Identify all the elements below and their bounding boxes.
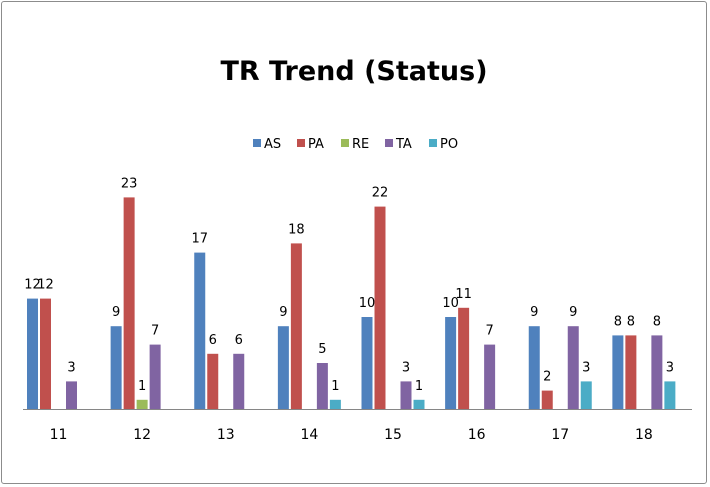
data-label-as-16: 10 (442, 296, 459, 311)
data-label-ta-14: 5 (318, 342, 326, 357)
category-group-15: 10 22 31 (359, 186, 425, 409)
legend-swatch-pa (297, 139, 305, 147)
data-label-ta-13: 6 (235, 333, 243, 348)
x-tick-label-14: 14 (300, 427, 318, 443)
category-group-18: 8 8 83 (612, 314, 676, 409)
bar-ta-16 (484, 344, 496, 409)
x-tick-label-18: 18 (635, 427, 653, 443)
legend-item-as: AS (253, 137, 281, 152)
legend-swatch-po (429, 139, 437, 147)
bar-as-11 (27, 298, 38, 409)
x-axis-ticks: 11 12 13 14 15 16 17 18 (50, 427, 653, 443)
x-tick-label-16: 16 (468, 427, 486, 443)
bar-ta-13 (233, 353, 245, 409)
data-label-ta-15: 3 (402, 360, 410, 375)
bar-pa-12 (123, 197, 135, 409)
bar-ta-15 (400, 381, 412, 409)
category-group-14: 9 18 5 1 (277, 222, 341, 409)
data-label-as-14: 9 (279, 305, 287, 320)
data-label-re-12: 1 (138, 379, 146, 394)
bar-pa-17 (541, 390, 553, 409)
bar-pa-13 (207, 353, 219, 409)
data-label-as-17: 9 (530, 305, 538, 320)
data-label-pa-11: 12 (37, 278, 54, 293)
data-label-as-13: 17 (191, 232, 208, 247)
legend-label-pa: PA (308, 137, 324, 152)
legend-item-re: RE (341, 137, 369, 152)
bar-ta-12 (149, 344, 161, 409)
bar-ta-18 (651, 335, 663, 409)
bar-ta-14 (316, 363, 328, 409)
category-group-17: 9 2 9 3 (528, 305, 592, 409)
x-tick-label-15: 15 (384, 427, 402, 443)
chart-title: TR Trend (Status) (220, 56, 487, 87)
legend-item-po: PO (429, 137, 458, 152)
legend: AS PA RE TA PO (253, 137, 458, 152)
bar-po-15 (413, 399, 425, 409)
legend-swatch-re (341, 139, 349, 147)
data-label-ta-17: 9 (569, 305, 577, 320)
category-group-13: 176 6 (191, 232, 245, 409)
legend-label-as: AS (264, 137, 281, 152)
legend-label-po: PO (440, 137, 458, 152)
x-tick-label-12: 12 (133, 427, 151, 443)
bar-as-15 (361, 317, 373, 409)
data-label-po-14: 1 (331, 379, 339, 394)
bar-pa-11 (40, 298, 51, 409)
data-label-ta-16: 7 (485, 324, 493, 339)
bar-pa-14 (290, 243, 302, 409)
bar-as-17 (528, 326, 540, 409)
x-tick-label-11: 11 (50, 427, 68, 443)
data-label-pa-16: 11 (455, 287, 472, 302)
bar-pa-16 (458, 307, 470, 409)
data-label-po-15: 1 (415, 379, 423, 394)
data-label-pa-12: 23 (121, 176, 138, 191)
data-label-as-12: 9 (112, 305, 120, 320)
bar-pa-15 (374, 206, 386, 409)
legend-item-pa: PA (297, 137, 324, 152)
data-label-pa-15: 22 (372, 186, 389, 201)
data-label-ta-18: 8 (653, 314, 661, 329)
bar-as-16 (445, 317, 457, 409)
data-label-as-18: 8 (614, 314, 622, 329)
bar-ta-17 (567, 326, 579, 409)
data-label-as-15: 10 (359, 296, 376, 311)
data-label-as-11: 12 (24, 278, 41, 293)
data-label-pa-17: 2 (543, 370, 551, 385)
bar-po-14 (329, 399, 341, 409)
bar-pa-18 (625, 335, 637, 409)
data-label-pa-13: 6 (209, 333, 217, 348)
x-tick-label-17: 17 (551, 427, 569, 443)
legend-label-re: RE (352, 137, 369, 152)
category-group-12: 9 23 1 7 (110, 176, 161, 409)
legend-swatch-as (253, 139, 261, 147)
bar-ta-11 (66, 381, 77, 409)
bar-po-18 (664, 381, 676, 409)
bar-po-17 (580, 381, 592, 409)
bar-as-18 (612, 335, 624, 409)
bar-re-12 (136, 399, 148, 409)
legend-item-ta: TA (385, 137, 412, 152)
data-label-po-18: 3 (666, 360, 674, 375)
legend-swatch-ta (385, 139, 393, 147)
bar-as-12 (110, 326, 122, 409)
x-tick-label-13: 13 (217, 427, 235, 443)
data-label-pa-18: 8 (627, 314, 635, 329)
data-label-ta-11: 3 (67, 360, 75, 375)
data-label-ta-12: 7 (151, 324, 159, 339)
data-label-po-17: 3 (582, 360, 590, 375)
legend-label-ta: TA (395, 137, 412, 152)
bar-as-13 (194, 252, 206, 409)
data-label-pa-14: 18 (288, 222, 305, 237)
bar-as-14 (277, 326, 289, 409)
